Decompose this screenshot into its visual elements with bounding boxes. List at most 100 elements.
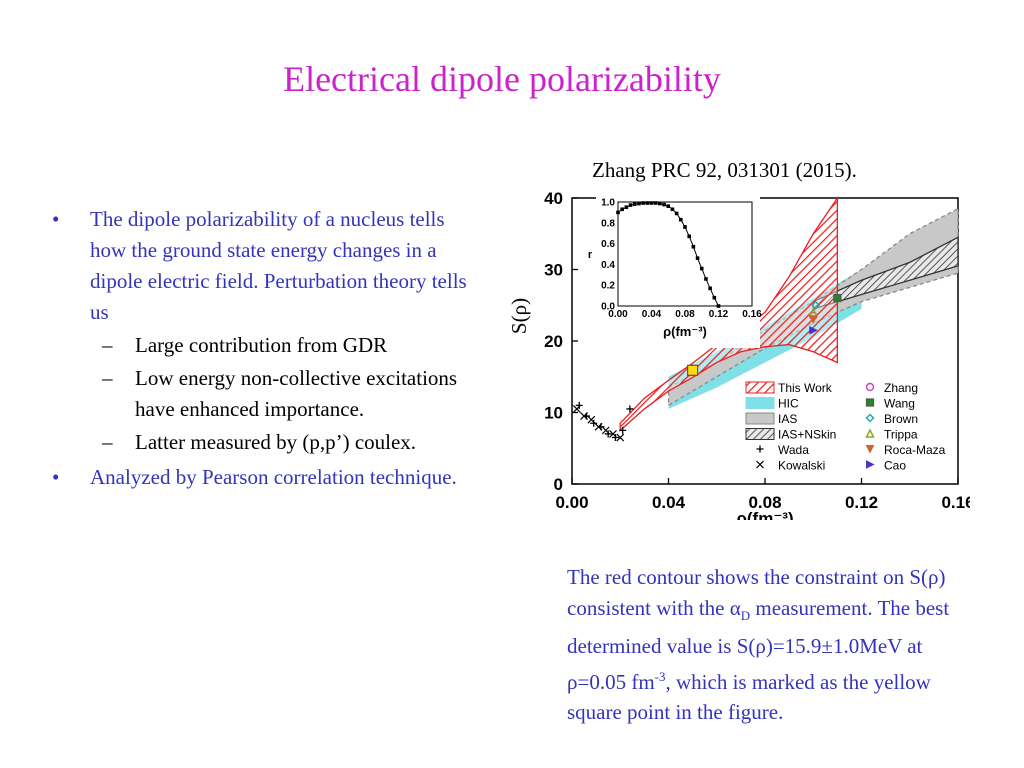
data-point-best xyxy=(687,364,699,376)
inset-point xyxy=(616,210,620,215)
legend-marker xyxy=(865,428,875,438)
data-point-wada xyxy=(604,430,612,438)
inset-point xyxy=(670,207,675,212)
inset-x-tick-label: 0.04 xyxy=(642,309,662,320)
inset-point xyxy=(695,256,700,260)
x-tick-label: 0.12 xyxy=(845,493,878,512)
bullet-list: • The dipole polarizability of a nucleus… xyxy=(52,204,472,493)
legend-label: This Work xyxy=(778,381,833,395)
inset-y-tick-label: 1.0 xyxy=(601,198,615,209)
legend-marker xyxy=(865,398,875,407)
page-title: Electrical dipole polarizability xyxy=(283,59,721,99)
inset-point xyxy=(704,277,708,281)
y-tick-label: 30 xyxy=(544,261,563,280)
x-tick-label: 0.08 xyxy=(748,493,781,512)
legend-label: Wada xyxy=(778,443,809,457)
sub-bullet-text: Large contribution from GDR xyxy=(135,333,388,357)
legend-label: Brown xyxy=(884,412,918,426)
y-tick-label: 0 xyxy=(554,475,563,494)
caption-superscript: -3 xyxy=(654,668,666,684)
bullet-text: Analyzed by Pearson correlation techniqu… xyxy=(90,465,457,489)
inset-x-tick-label: 0.12 xyxy=(709,309,729,320)
y-axis-label: S(ρ) xyxy=(507,298,531,334)
data-point-brown xyxy=(811,300,821,310)
inset-point xyxy=(662,202,666,207)
legend-marker xyxy=(866,460,875,469)
data-point-wada xyxy=(619,426,627,434)
inset-y-tick-label: 0.0 xyxy=(601,302,615,313)
inset-plot: 0.00 0.04 0.08 0.12 0.16 0.0 0.2 0.4 0.6 0.8 1.0 ρ(… xyxy=(588,196,762,348)
inset-point xyxy=(691,244,696,249)
data-point-wada xyxy=(575,401,583,409)
legend-marker xyxy=(756,445,764,453)
sub-bullet-text: Low energy non-collective excitations ha… xyxy=(135,366,458,421)
caption-text: The red contour shows the constraint on … xyxy=(567,565,946,620)
inset-point xyxy=(708,286,712,291)
legend-label: Wang xyxy=(884,397,915,411)
bullet-item: • The dipole polarizability of a nucleus… xyxy=(52,204,472,328)
caption-subscript: D xyxy=(740,607,751,623)
data-point-kowalski xyxy=(580,412,588,420)
inset-point xyxy=(641,201,645,205)
data-point-roca-maza xyxy=(808,315,818,325)
inset-y-tick-label: 0.8 xyxy=(601,218,615,229)
band-this-work xyxy=(619,195,839,432)
symmetry-energy-chart: 0.00 0.04 0.08 0.12 0.16 0 10 20 30 40 ρ(fm⁻³) S(ρ)… xyxy=(507,190,970,520)
sub-bullet-item: – Large contribution from GDR xyxy=(52,330,472,361)
inset-point xyxy=(716,304,721,308)
legend-label: Cao xyxy=(884,459,906,473)
data-point-kowalski xyxy=(587,415,596,424)
legend-marker xyxy=(865,413,875,423)
dash-marker: – xyxy=(102,333,113,357)
legend-marker xyxy=(756,460,764,469)
bullet-marker: • xyxy=(52,207,60,231)
sub-bullet-item: – Latter measured by (p,p’) coulex. xyxy=(52,427,472,458)
legend-marker xyxy=(865,445,875,454)
x-tick-label: 0.16 xyxy=(941,493,970,512)
x-tick-label: 0.04 xyxy=(652,493,686,512)
inset-y-axis-label: r xyxy=(588,249,593,261)
legend-label: Kowalski xyxy=(778,459,825,473)
data-point-kowalski xyxy=(609,430,617,438)
inset-y-tick-label: 0.4 xyxy=(601,260,615,271)
dash-marker: – xyxy=(102,430,113,454)
inset-y-tick-label: 0.6 xyxy=(601,239,615,250)
sub-bullet-text: Latter measured by (p,p’) coulex. xyxy=(135,430,417,454)
inset-point xyxy=(679,217,683,222)
legend-swatch xyxy=(745,397,775,409)
legend-swatch xyxy=(745,412,775,425)
legend-swatch xyxy=(745,428,775,440)
inset-point xyxy=(649,201,654,205)
data-point-cao xyxy=(809,325,818,335)
legend-label: IAS+NSkin xyxy=(778,428,836,442)
dash-marker: – xyxy=(102,366,113,390)
legend-label: Trippa xyxy=(884,428,918,442)
data-point-wada xyxy=(626,405,634,413)
inset-point xyxy=(674,211,679,216)
data-point-wang xyxy=(833,293,842,303)
legend-label: Roca-Maza xyxy=(884,443,946,457)
inset-frame xyxy=(617,201,753,307)
inset-point xyxy=(637,201,641,206)
bullet-item: • Analyzed by Pearson correlation techni… xyxy=(52,462,472,493)
x-tick-label: 0.00 xyxy=(555,493,588,512)
figure-caption: The red contour shows the constraint on … xyxy=(567,562,967,728)
data-point-wada xyxy=(611,434,619,442)
caption-text: measurement. The best determined value i… xyxy=(567,595,950,694)
citation: Zhang PRC 92, 031301 (2015). xyxy=(592,158,857,182)
inset-point xyxy=(712,295,717,300)
inset-point xyxy=(645,201,650,205)
inset-y-tick-label: 0.2 xyxy=(601,281,615,292)
x-axis-label: ρ(fm⁻³) xyxy=(736,509,793,520)
data-point-kowalski xyxy=(572,405,581,413)
inset-x-tick-label: 0.08 xyxy=(675,309,695,320)
inset-x-tick-label: 0.16 xyxy=(742,309,762,320)
legend-marker xyxy=(865,382,875,392)
caption-text: , which is marked as the yellow square p… xyxy=(567,669,931,725)
data-point-kowalski xyxy=(594,422,603,431)
inset-point xyxy=(624,205,629,209)
legend-label: IAS xyxy=(778,412,797,426)
data-point-wada xyxy=(590,419,598,427)
inset-point xyxy=(658,201,662,206)
